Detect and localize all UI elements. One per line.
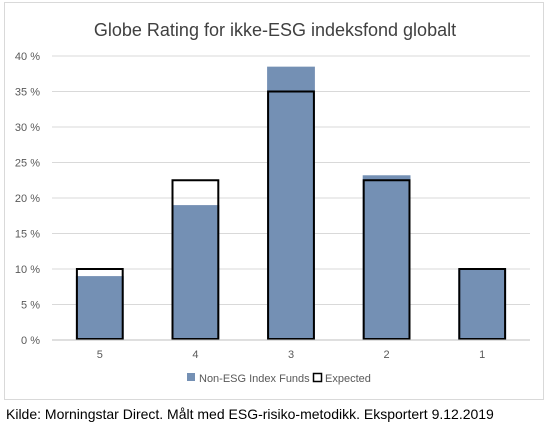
x-tick-label: 5 <box>97 349 103 361</box>
y-tick-label: 25 % <box>15 158 40 170</box>
bar-non-esg-index-funds-2 <box>362 175 411 340</box>
bar-non-esg-index-funds-1 <box>458 269 507 340</box>
legend-swatch-outline <box>312 372 323 383</box>
y-tick-label: 5 % <box>21 300 40 312</box>
y-tick-label: 15 % <box>15 229 40 241</box>
y-tick-label: 35 % <box>15 87 40 99</box>
bar-expected-3 <box>267 90 315 340</box>
y-tick-label: 30 % <box>15 122 40 134</box>
bar-expected-5 <box>75 268 124 340</box>
bar-non-esg-index-funds-3 <box>267 66 315 341</box>
legend-swatch-filled <box>187 373 195 381</box>
x-tick-label: 1 <box>479 349 485 361</box>
source-caption: Kilde: Morningstar Direct. Målt med ESG-… <box>6 406 494 422</box>
y-tick-label: 40 % <box>15 51 40 63</box>
bar-non-esg-index-funds-5 <box>75 276 124 340</box>
bar-non-esg-index-funds-4 <box>171 205 220 340</box>
chart-title: Globe Rating for ikke-ESG indeksfond glo… <box>94 20 456 40</box>
y-tick-label: 20 % <box>15 193 40 205</box>
bar-chart: Globe Rating for ikke-ESG indeksfond glo… <box>15 20 530 385</box>
bar-expected-2 <box>362 179 411 340</box>
y-tick-label: 10 % <box>15 264 40 276</box>
x-tick-label: 4 <box>192 349 198 361</box>
bar-expected-4 <box>171 179 220 340</box>
bar-expected-1 <box>458 268 507 340</box>
legend-label: Expected <box>325 373 371 385</box>
legend-label: Non-ESG Index Funds <box>199 373 310 385</box>
x-tick-label: 3 <box>288 349 294 361</box>
y-tick-label: 0 % <box>21 335 40 347</box>
x-tick-label: 2 <box>384 349 390 361</box>
